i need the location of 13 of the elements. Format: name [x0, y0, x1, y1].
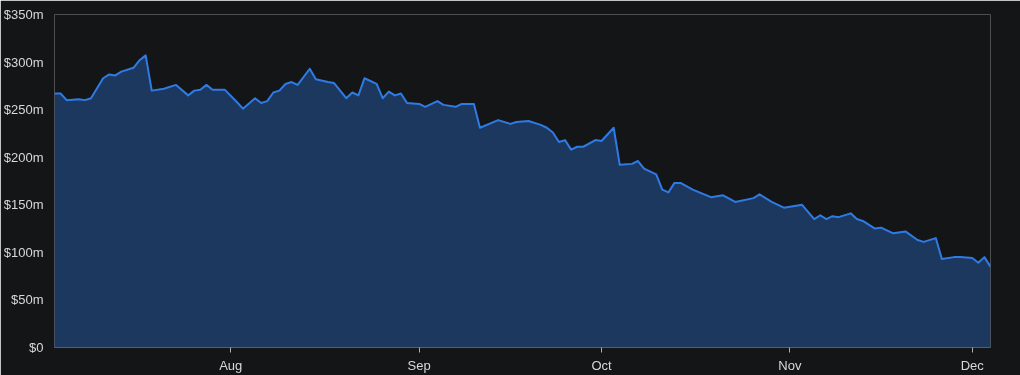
y-tick-label: $200m [3, 149, 44, 165]
y-tick-label: $150m [3, 197, 44, 213]
x-tick-label: Aug [219, 357, 243, 373]
x-tick-label: Oct [591, 357, 613, 373]
y-tick-label: $300m [3, 54, 44, 70]
x-tick-label: Dec [960, 357, 985, 373]
y-tick-label: $0 [29, 340, 44, 355]
y-tick-label: $50m [10, 292, 44, 308]
y-tick-label: $350m [3, 7, 44, 22]
y-tick-label: $100m [3, 244, 44, 260]
y-tick-label: $250m [3, 102, 44, 118]
x-tick-label: Nov [778, 357, 802, 373]
x-tick-label: Sep [407, 357, 431, 373]
